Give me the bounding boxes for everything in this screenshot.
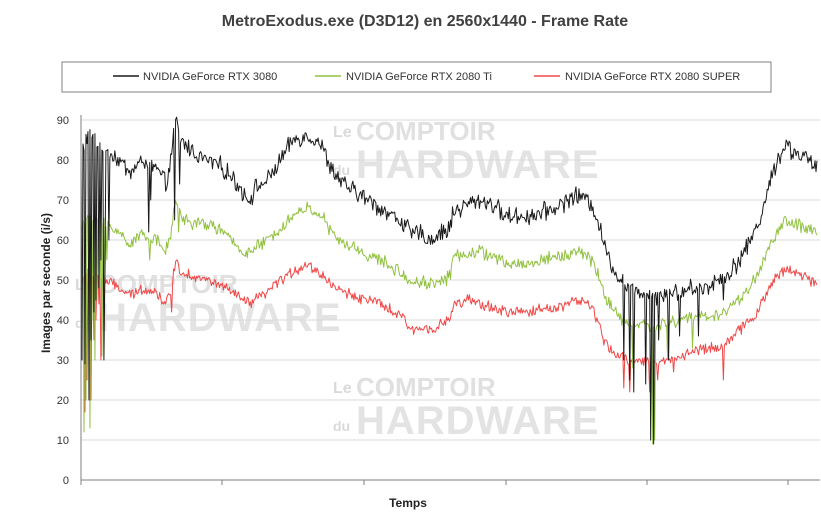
legend-label-rtx-2080-ti: NVIDIA GeForce RTX 2080 Ti bbox=[346, 71, 492, 83]
grid-layer bbox=[81, 119, 820, 441]
watermark-du: du bbox=[333, 418, 350, 434]
y-tick-label: 0 bbox=[63, 475, 69, 487]
y-tick-label: 10 bbox=[57, 435, 69, 447]
y-tick-label: 80 bbox=[57, 155, 69, 167]
legend-item-rtx-2080-super: NVIDIA GeForce RTX 2080 SUPER bbox=[534, 71, 740, 83]
watermark-top: Le COMPTOIR du HARDWARE bbox=[333, 116, 600, 187]
watermark-comptoir: COMPTOIR bbox=[356, 372, 496, 402]
legend: NVIDIA GeForce RTX 3080 NVIDIA GeForce R… bbox=[61, 61, 772, 93]
chart-title: MetroExodus.exe (D3D12) en 2560x1440 - F… bbox=[222, 13, 629, 30]
series-line-nvidia-geforce-rtx-2080-ti bbox=[80, 200, 818, 445]
legend-box bbox=[61, 61, 772, 93]
y-tick-label: 90 bbox=[57, 115, 69, 127]
watermark-le: Le bbox=[333, 124, 352, 141]
legend-item-rtx-3080: NVIDIA GeForce RTX 3080 bbox=[113, 71, 277, 83]
watermark-comptoir: COMPTOIR bbox=[356, 116, 496, 146]
legend-label-rtx-2080-super: NVIDIA GeForce RTX 2080 SUPER bbox=[565, 71, 740, 83]
series-line-nvidia-geforce-rtx-2080-super bbox=[80, 259, 818, 413]
y-tick-label: 20 bbox=[57, 395, 69, 407]
watermark-bottom: Le COMPTOIR du HARDWARE bbox=[333, 372, 600, 443]
y-tick-label: 40 bbox=[57, 315, 69, 327]
y-tick-label: 30 bbox=[57, 355, 69, 367]
x-axis-title: Temps bbox=[389, 496, 427, 510]
series-line-nvidia-geforce-rtx-3080 bbox=[80, 116, 818, 445]
y-tick-label: 50 bbox=[57, 275, 69, 287]
y-tick-label: 70 bbox=[57, 195, 69, 207]
legend-label-rtx-3080: NVIDIA GeForce RTX 3080 bbox=[143, 71, 277, 83]
watermark-hardware: HARDWARE bbox=[356, 399, 600, 443]
watermark-hardware: HARDWARE bbox=[356, 143, 600, 187]
y-tick-label: 60 bbox=[57, 235, 69, 247]
legend-item-rtx-2080-ti: NVIDIA GeForce RTX 2080 Ti bbox=[315, 71, 492, 83]
axis-layer: 0 10 20 30 40 50 60 70 80 90 bbox=[57, 115, 820, 487]
y-axis-title: Images par seconde (i/s) bbox=[39, 213, 53, 353]
watermark-le: Le bbox=[333, 380, 352, 397]
watermark-hardware: HARDWARE bbox=[98, 296, 342, 340]
series-layer bbox=[80, 116, 818, 445]
